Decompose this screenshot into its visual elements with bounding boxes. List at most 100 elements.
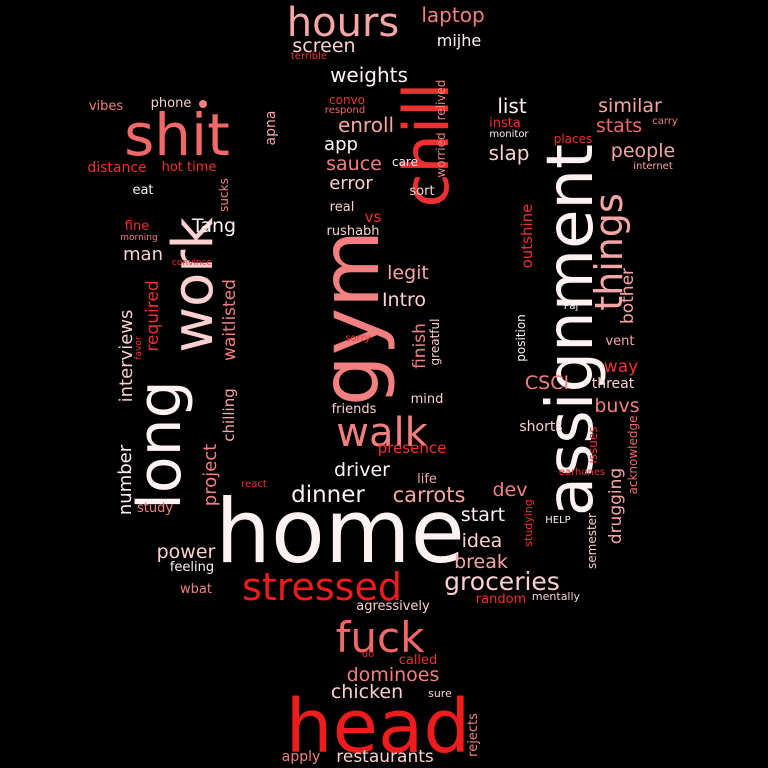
word-agressively: agressively bbox=[356, 599, 430, 614]
word-acknowledge: acknowledge bbox=[626, 416, 640, 495]
word-worried: worried bbox=[434, 132, 448, 177]
word-way: way bbox=[604, 357, 638, 377]
word-terrible: terrible bbox=[291, 51, 327, 62]
word-apply: apply bbox=[282, 749, 321, 765]
word-tang: Tang bbox=[191, 215, 236, 237]
word-friends: friends bbox=[332, 402, 377, 417]
word-required: required bbox=[143, 280, 163, 351]
word-wbat: wbat bbox=[180, 582, 212, 597]
word-interviews: interviews bbox=[116, 310, 137, 403]
word-presence: presence bbox=[378, 439, 447, 457]
word-called: called bbox=[399, 653, 438, 668]
word-vibes: vibes bbox=[89, 99, 124, 114]
word-dev: dev bbox=[493, 479, 528, 501]
word-restaurants: restaurants bbox=[336, 747, 434, 767]
word-life: life bbox=[417, 472, 437, 487]
word-threat: threat bbox=[592, 376, 635, 392]
word-carry: carry bbox=[652, 116, 678, 127]
word-drugging: drugging bbox=[606, 468, 626, 544]
word-stressed: stressed bbox=[242, 565, 402, 609]
word-hot-time: hot time bbox=[162, 160, 217, 175]
word-start: start bbox=[461, 504, 505, 526]
word-insta: insta bbox=[489, 116, 521, 131]
word-help: HELP bbox=[545, 515, 570, 526]
word-monitor: monitor bbox=[489, 129, 529, 140]
word-apna: apna bbox=[263, 111, 279, 146]
word-walk: walk bbox=[336, 410, 428, 456]
word-laptop: laptop bbox=[421, 3, 484, 27]
word-similar: similar bbox=[598, 95, 662, 117]
word-driver: driver bbox=[334, 459, 390, 481]
word-buvs: buvs bbox=[594, 395, 639, 417]
word-groceries: groceries bbox=[444, 567, 560, 596]
word-number: number bbox=[115, 444, 136, 515]
word-assignment: assignment bbox=[534, 144, 608, 516]
word-chilling: chilling bbox=[220, 388, 238, 441]
word-list: list bbox=[497, 94, 527, 118]
word-sauce: sauce bbox=[326, 153, 382, 175]
word-error: error bbox=[329, 173, 373, 194]
word-screen: screen bbox=[292, 35, 355, 57]
word-position: position bbox=[514, 314, 528, 362]
word-people: people bbox=[611, 140, 675, 162]
word-respond: respond bbox=[325, 105, 365, 116]
word-real: real bbox=[330, 200, 355, 215]
word-long: long bbox=[125, 380, 195, 510]
word-gym: gym bbox=[304, 230, 397, 406]
word-eat: eat bbox=[132, 183, 153, 198]
word-vs: vs bbox=[365, 208, 382, 226]
word-finish: finish bbox=[410, 323, 430, 369]
word-break: break bbox=[454, 551, 508, 573]
word-outshine: outshine bbox=[518, 204, 536, 269]
word-chicken: chicken bbox=[331, 681, 403, 703]
word-rejects: rejects bbox=[466, 713, 481, 757]
word-random: random bbox=[476, 592, 526, 607]
word-dominoes: dominoes bbox=[347, 664, 440, 686]
word-convo: convo bbox=[329, 93, 365, 107]
word-slap: slap bbox=[489, 141, 530, 165]
word-internet: internet bbox=[633, 161, 673, 172]
word-rushabh: rushabh bbox=[326, 224, 379, 239]
word-dinner: dinner bbox=[291, 482, 365, 508]
word-idea: idea bbox=[462, 530, 503, 552]
word-stats: stats bbox=[596, 115, 642, 137]
word-studying: studying bbox=[522, 499, 535, 547]
word-mijhe: mijhe bbox=[437, 31, 481, 50]
word-csci: CSCI bbox=[525, 372, 569, 394]
word-power: power bbox=[157, 541, 216, 563]
word-phone: phone bbox=[151, 96, 192, 111]
word-things: things bbox=[587, 193, 631, 311]
word-issues: issues bbox=[586, 426, 600, 463]
word-app: app bbox=[324, 134, 358, 155]
word-hours: hours bbox=[287, 0, 399, 46]
word-mind: mind bbox=[411, 392, 444, 407]
word-react: react bbox=[241, 479, 267, 490]
word-relived: relived bbox=[434, 80, 448, 121]
word-mentally: mentally bbox=[532, 590, 581, 603]
word-earhones: earhones bbox=[559, 467, 605, 478]
word-head: head bbox=[286, 684, 471, 768]
word-home: home bbox=[215, 480, 464, 583]
word-man: man bbox=[123, 244, 163, 265]
word-distance: distance bbox=[87, 160, 146, 176]
word-sorry: sorry bbox=[345, 333, 370, 344]
word-chill: chill bbox=[390, 82, 463, 207]
word-intro: Intro bbox=[382, 289, 426, 311]
word-legit: legit bbox=[387, 262, 429, 284]
word-project: project bbox=[200, 444, 221, 506]
word-greatful: greatful bbox=[428, 319, 442, 366]
word-fuck: fuck bbox=[336, 613, 425, 662]
word-sure: sure bbox=[428, 687, 452, 700]
word-shorts: shorts bbox=[519, 419, 562, 435]
word-study: study bbox=[137, 501, 173, 516]
word-enroll: enroll bbox=[338, 113, 394, 137]
word-vent: vent bbox=[605, 334, 634, 349]
word-sucks: sucks bbox=[217, 178, 231, 212]
word-shit: shit bbox=[124, 101, 230, 169]
word-convince: convince bbox=[172, 258, 213, 268]
dot-mark bbox=[199, 100, 207, 108]
word-weights: weights bbox=[330, 63, 408, 87]
